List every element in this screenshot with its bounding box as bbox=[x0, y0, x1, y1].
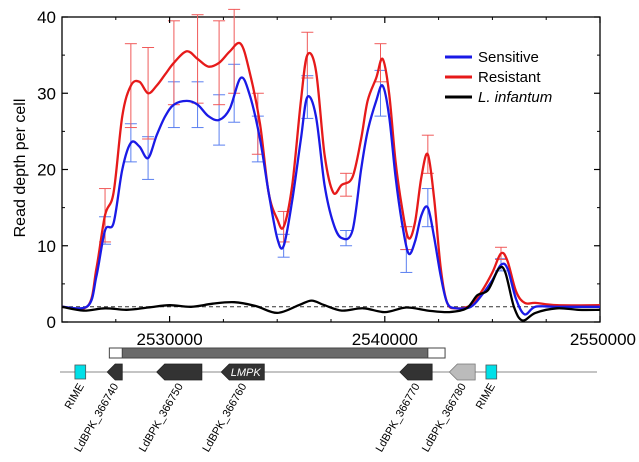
error-bar-resistant bbox=[340, 172, 353, 197]
error-bars bbox=[99, 8, 508, 273]
gene-ldbpk-366740 bbox=[106, 363, 123, 381]
gene-rime bbox=[485, 364, 498, 380]
gene-ldbpk-366760-inner-label: LMPK bbox=[231, 367, 262, 379]
y-axis-label: Read depth per cell bbox=[12, 99, 29, 238]
gene-ldbpk-366760 bbox=[220, 363, 265, 381]
x-axis: 2530000 2540000 2550000 bbox=[61, 17, 636, 349]
legend-label-resistant: Resistant bbox=[478, 69, 541, 86]
gene-ldbpk-366770-label: LdBPK_366770 bbox=[374, 382, 423, 455]
gene-ldbpk-366750-label: LdBPK_366750 bbox=[137, 382, 186, 455]
y-tick-label: 10 bbox=[37, 237, 56, 256]
plot-area: 2530000 2540000 2550000 0 10 20 30 40 bbox=[37, 8, 636, 349]
x-tick-label: 2550000 bbox=[570, 330, 636, 349]
region-bar-fill bbox=[121, 347, 429, 359]
series-lines bbox=[61, 41, 601, 322]
legend-label-l-infantum: L. infantum bbox=[478, 89, 552, 106]
y-axis: 0 10 20 30 40 bbox=[37, 8, 600, 332]
legend: Sensitive Resistant L. infantum bbox=[445, 49, 552, 106]
gene-rime-label: RIME bbox=[474, 382, 498, 412]
gene-ldbpk-366770 bbox=[399, 363, 433, 381]
series-line-sensitive bbox=[61, 76, 600, 316]
gene-ldbpk-366780-label: LdBPK_366780 bbox=[420, 382, 469, 455]
gene-rime-label: RIME bbox=[63, 382, 87, 412]
y-tick-label: 40 bbox=[37, 8, 56, 27]
gene-ldbpk-366760-label: LdBPK_366760 bbox=[200, 382, 249, 455]
x-tick-label: 2540000 bbox=[352, 330, 418, 349]
legend-label-sensitive: Sensitive bbox=[478, 49, 539, 66]
gene-rime bbox=[74, 364, 87, 380]
x-tick-label: 2530000 bbox=[137, 330, 203, 349]
y-tick-label: 30 bbox=[37, 84, 56, 103]
gene-ldbpk-366780 bbox=[448, 363, 476, 381]
gene-ldbpk-366750 bbox=[156, 363, 203, 381]
y-tick-label: 20 bbox=[37, 161, 56, 180]
y-tick-label: 0 bbox=[47, 313, 56, 332]
series-line-l-infantum bbox=[61, 265, 601, 322]
